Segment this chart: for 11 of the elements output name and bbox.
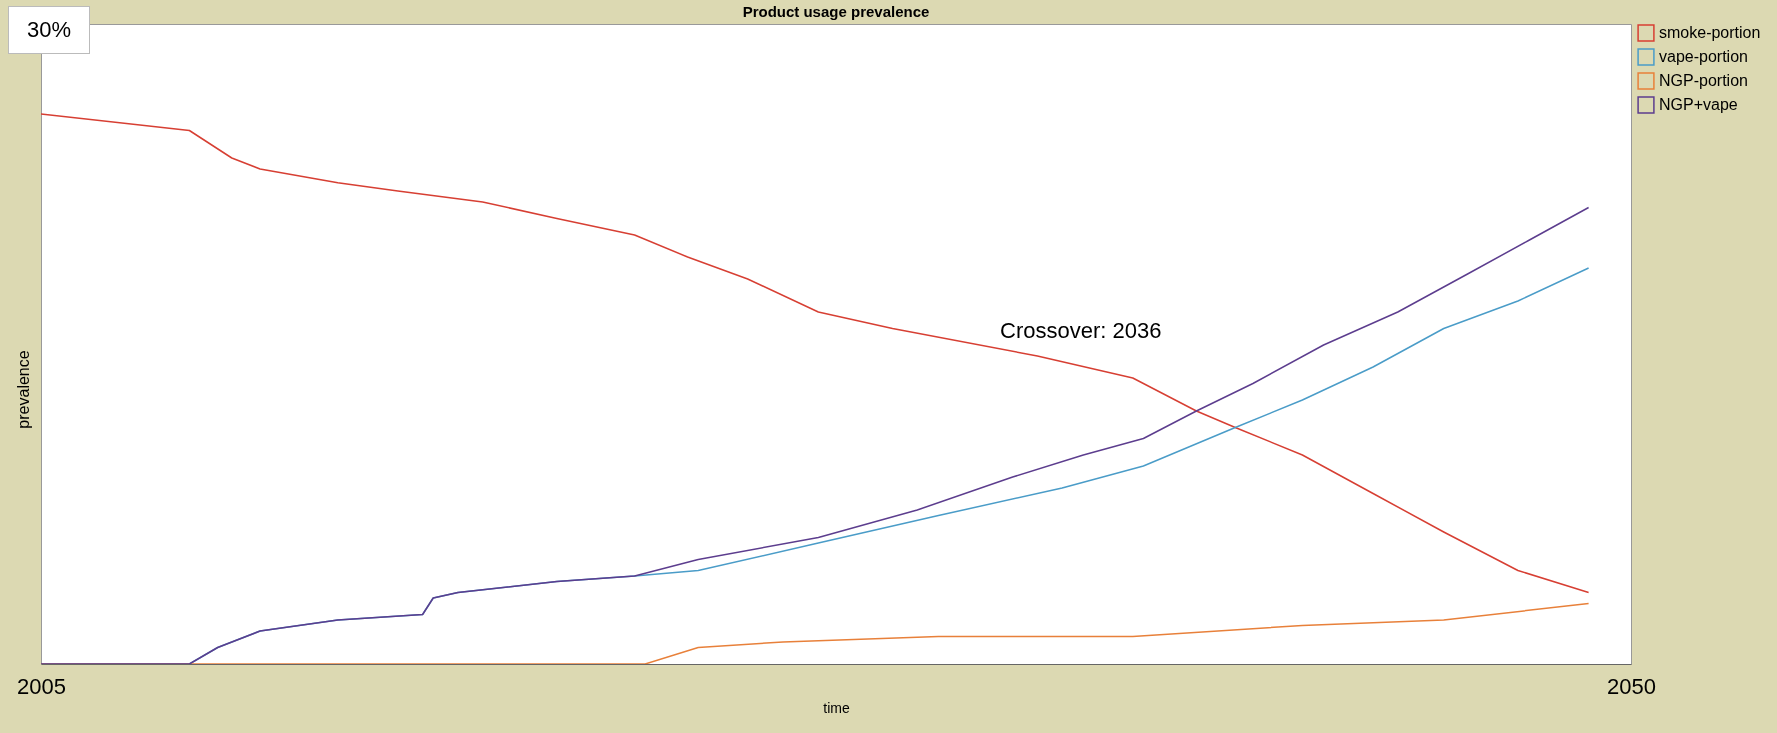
text: 30% [8,6,91,54]
y-axis-title: prevalence [14,350,32,429]
legend-label: vape-portion [1659,48,1748,65]
x-axis-title: time [823,699,850,716]
x-tick-label: 2005 [17,673,66,699]
legend-label: NGP-portion [1659,72,1748,89]
x-tick-label: 2050 [1607,673,1656,699]
annotation: Crossover: 2036 [1000,318,1162,344]
legend-label: NGP+vape [1659,96,1738,113]
chart-title: Product usage prevalence [742,3,930,20]
legend-label: smoke-portion [1659,24,1761,41]
